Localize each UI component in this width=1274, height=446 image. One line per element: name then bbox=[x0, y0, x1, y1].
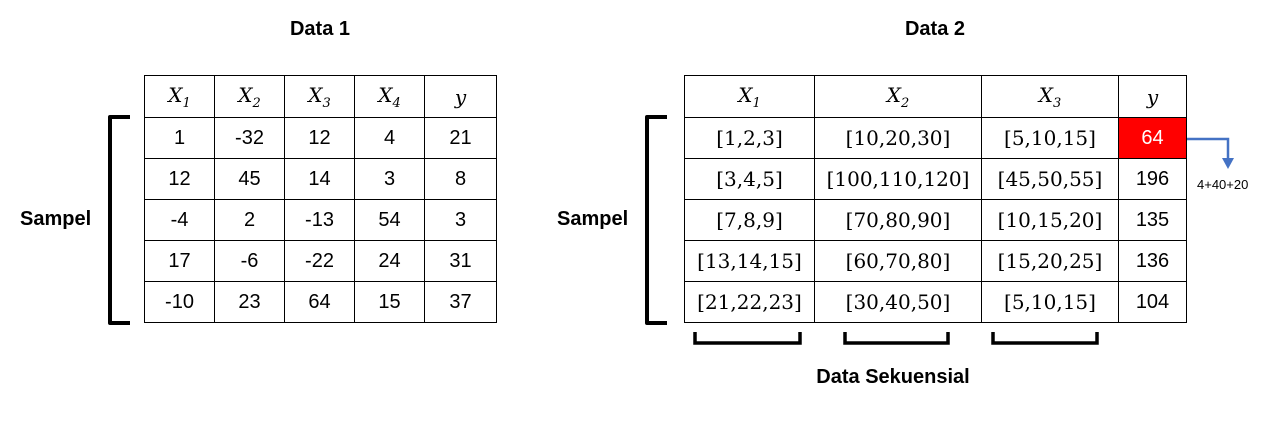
table-cell: [7,8,9] bbox=[684, 199, 815, 241]
data2-header-y: y bbox=[1118, 75, 1187, 118]
sum-note: 4+40+20 bbox=[1197, 177, 1249, 192]
table-cell: 64 bbox=[284, 281, 355, 323]
table-cell: [30,40,50] bbox=[814, 281, 982, 323]
table-cell: -10 bbox=[144, 281, 215, 323]
arrow-head-icon bbox=[1222, 158, 1234, 169]
table-cell: 23 bbox=[214, 281, 285, 323]
table-cell: [70,80,90] bbox=[814, 199, 982, 241]
table-cell: [45,50,55] bbox=[981, 158, 1119, 200]
table-cell: 15 bbox=[354, 281, 425, 323]
table-cell: [13,14,15] bbox=[684, 240, 815, 282]
table-row: [7,8,9] [70,80,90] [10,15,20] 135 bbox=[684, 199, 1187, 241]
sequence-bracket-x2 bbox=[843, 332, 950, 345]
sum-arrow-icon bbox=[1187, 137, 1230, 160]
data1-table: X1 X2 X3 X4 y 1 -32 12 4 21 12 45 14 3 8… bbox=[144, 75, 497, 323]
table-row: -10 23 64 15 37 bbox=[144, 281, 497, 323]
data1-header-x1: X1 bbox=[144, 75, 215, 118]
table-cell: 3 bbox=[424, 199, 497, 241]
table-row: -4 2 -13 54 3 bbox=[144, 199, 497, 241]
data1-title: Data 1 bbox=[289, 18, 351, 40]
table-cell: [5,10,15] bbox=[981, 281, 1119, 323]
table-row: [21,22,23] [30,40,50] [5,10,15] 104 bbox=[684, 281, 1187, 323]
table-cell: -32 bbox=[214, 117, 285, 159]
table-row: 1 -32 12 4 21 bbox=[144, 117, 497, 159]
data1-header-y: y bbox=[424, 75, 497, 118]
table-cell: [10,20,30] bbox=[814, 117, 982, 159]
data2-header-row: X1 X2 X3 y bbox=[684, 75, 1187, 118]
highlighted-y-cell: 64 bbox=[1118, 117, 1187, 159]
table-cell: 1 bbox=[144, 117, 215, 159]
table-cell: [1,2,3] bbox=[684, 117, 815, 159]
sampel-bracket-2 bbox=[645, 115, 667, 325]
table-cell: [100,110,120] bbox=[814, 158, 982, 200]
table-row: [1,2,3] [10,20,30] [5,10,15] 64 bbox=[684, 117, 1187, 159]
data2-header-x1: X1 bbox=[684, 75, 815, 118]
table-cell: 24 bbox=[354, 240, 425, 282]
table-cell: 21 bbox=[424, 117, 497, 159]
sequence-bracket-x3 bbox=[991, 332, 1099, 345]
data-sekuensial-label: Data Sekuensial bbox=[816, 366, 970, 388]
table-row: 12 45 14 3 8 bbox=[144, 158, 497, 200]
sampel-bracket-1 bbox=[108, 115, 130, 325]
table-cell: [5,10,15] bbox=[981, 117, 1119, 159]
table-cell: 4 bbox=[354, 117, 425, 159]
data2-title: Data 2 bbox=[904, 18, 966, 40]
table-cell: 12 bbox=[284, 117, 355, 159]
table-cell: 135 bbox=[1118, 199, 1187, 241]
data2-table: X1 X2 X3 y [1,2,3] [10,20,30] [5,10,15] … bbox=[684, 75, 1187, 323]
data1-sampel-label: Sampel bbox=[20, 208, 92, 230]
table-cell: -6 bbox=[214, 240, 285, 282]
table-row: [3,4,5] [100,110,120] [45,50,55] 196 bbox=[684, 158, 1187, 200]
sequence-bracket-x1 bbox=[693, 332, 802, 345]
table-cell: 37 bbox=[424, 281, 497, 323]
table-cell: [21,22,23] bbox=[684, 281, 815, 323]
table-cell: 45 bbox=[214, 158, 285, 200]
data2-sampel-label: Sampel bbox=[557, 208, 629, 230]
table-cell: 104 bbox=[1118, 281, 1187, 323]
